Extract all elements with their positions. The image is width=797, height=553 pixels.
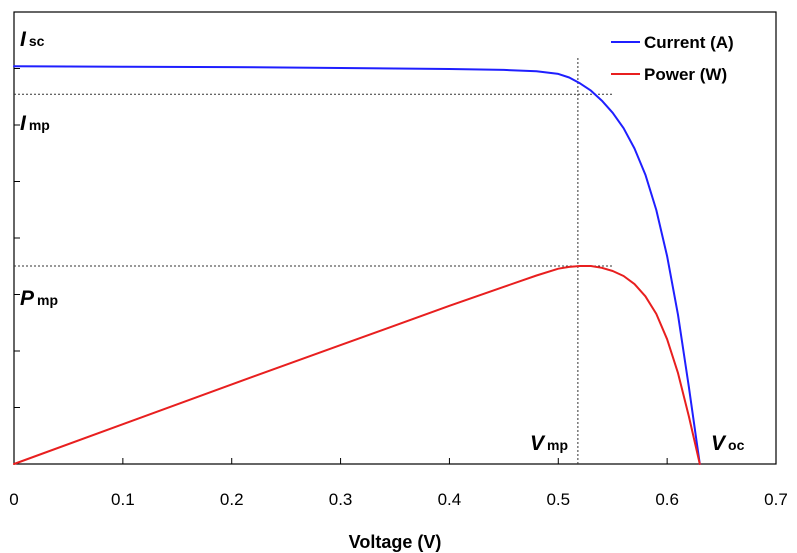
x-tick-label: 0.4 <box>438 490 462 509</box>
x-axis-title: Voltage (V) <box>349 532 442 552</box>
y-axis-ticks <box>14 68 20 408</box>
series-line-power <box>13 265 701 465</box>
x-axis-ticks: 0 0.1 0.2 0.3 0.4 0.5 0.6 0.7 <box>9 458 788 509</box>
x-tick-label: 0.3 <box>329 490 353 509</box>
series-line-current <box>13 65 701 465</box>
legend-label-current: Current (A) <box>644 33 734 52</box>
x-tick-label: 0.6 <box>655 490 679 509</box>
legend: Current (A) Power (W) <box>611 33 734 84</box>
x-tick-label: 0.7 <box>764 490 788 509</box>
x-tick-label: 0.2 <box>220 490 244 509</box>
x-tick-label: 0.1 <box>111 490 135 509</box>
series-layer <box>13 65 701 465</box>
x-tick-label: 0.5 <box>546 490 570 509</box>
x-tick-label: 0 <box>9 490 18 509</box>
plot-area <box>13 11 777 465</box>
legend-label-power: Power (W) <box>644 65 727 84</box>
